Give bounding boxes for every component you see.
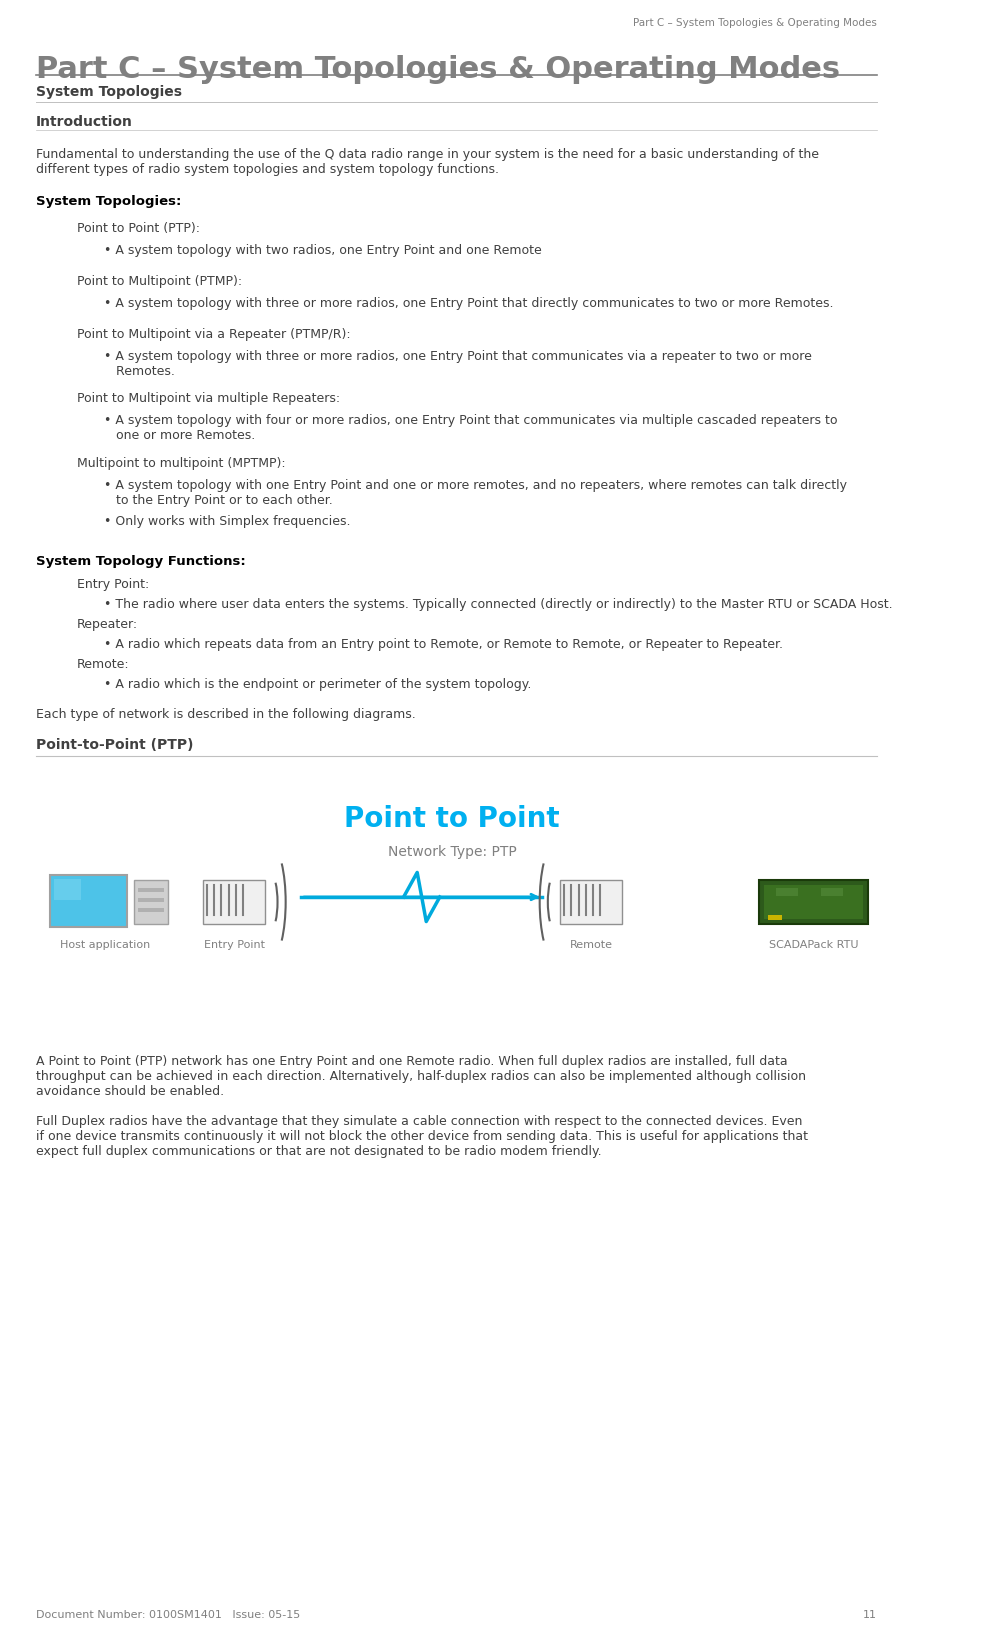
Text: Repeater:: Repeater: bbox=[77, 619, 137, 630]
Text: • A system topology with one Entry Point and one or more remotes, and no repeate: • A system topology with one Entry Point… bbox=[104, 480, 847, 507]
Text: • A system topology with four or more radios, one Entry Point that communicates : • A system topology with four or more ra… bbox=[104, 414, 837, 442]
Text: Multipoint to multipoint (MPTMP):: Multipoint to multipoint (MPTMP): bbox=[77, 457, 285, 470]
Text: Entry Point:: Entry Point: bbox=[77, 578, 148, 591]
Bar bbox=[763, 886, 863, 918]
Text: Point to Point (PTP):: Point to Point (PTP): bbox=[77, 223, 200, 236]
Text: System Topologies: System Topologies bbox=[36, 85, 182, 98]
Text: Point to Multipoint via multiple Repeaters:: Point to Multipoint via multiple Repeate… bbox=[77, 391, 340, 404]
Bar bbox=[820, 887, 843, 895]
Bar bbox=[767, 915, 781, 920]
Text: Point to Multipoint (PTMP):: Point to Multipoint (PTMP): bbox=[77, 275, 242, 288]
Bar bbox=[50, 876, 126, 927]
Text: Each type of network is described in the following diagrams.: Each type of network is described in the… bbox=[36, 707, 415, 720]
Text: A Point to Point (PTP) network has one Entry Point and one Remote radio. When fu: A Point to Point (PTP) network has one E… bbox=[36, 1054, 805, 1098]
Text: Point to Multipoint via a Repeater (PTMP/R):: Point to Multipoint via a Repeater (PTMP… bbox=[77, 327, 350, 340]
Text: 11: 11 bbox=[862, 1611, 876, 1621]
Bar bbox=[560, 881, 621, 923]
Text: System Topologies:: System Topologies: bbox=[36, 195, 182, 208]
Bar bbox=[54, 879, 81, 900]
Text: System Topology Functions:: System Topology Functions: bbox=[36, 555, 246, 568]
Text: Part C – System Topologies & Operating Modes: Part C – System Topologies & Operating M… bbox=[632, 18, 876, 28]
Text: Entry Point: Entry Point bbox=[204, 940, 265, 949]
Bar bbox=[133, 881, 168, 923]
Text: Fundamental to understanding the use of the Q data radio range in your system is: Fundamental to understanding the use of … bbox=[36, 147, 818, 177]
Bar bbox=[138, 909, 163, 912]
Bar bbox=[50, 876, 126, 927]
Text: Document Number: 0100SM1401   Issue: 05-15: Document Number: 0100SM1401 Issue: 05-15 bbox=[36, 1611, 300, 1621]
Bar bbox=[138, 899, 163, 902]
Text: • A radio which is the endpoint or perimeter of the system topology.: • A radio which is the endpoint or perim… bbox=[104, 678, 531, 691]
Bar bbox=[758, 881, 867, 923]
Text: Remote:: Remote: bbox=[77, 658, 129, 671]
Text: Full Duplex radios have the advantage that they simulate a cable connection with: Full Duplex radios have the advantage th… bbox=[36, 1115, 807, 1157]
Bar bbox=[204, 881, 265, 923]
Text: • A system topology with three or more radios, one Entry Point that directly com: • A system topology with three or more r… bbox=[104, 296, 832, 309]
Bar bbox=[775, 887, 797, 895]
Text: • A radio which repeats data from an Entry point to Remote, or Remote to Remote,: • A radio which repeats data from an Ent… bbox=[104, 638, 782, 652]
Text: Point-to-Point (PTP): Point-to-Point (PTP) bbox=[36, 738, 194, 751]
Text: Point to Point: Point to Point bbox=[344, 805, 560, 833]
Text: • A system topology with three or more radios, one Entry Point that communicates: • A system topology with three or more r… bbox=[104, 350, 811, 378]
Bar bbox=[138, 887, 163, 892]
Text: • Only works with Simplex frequencies.: • Only works with Simplex frequencies. bbox=[104, 516, 350, 529]
Text: • A system topology with two radios, one Entry Point and one Remote: • A system topology with two radios, one… bbox=[104, 244, 542, 257]
Text: Host application: Host application bbox=[60, 940, 150, 949]
Text: • The radio where user data enters the systems. Typically connected (directly or: • The radio where user data enters the s… bbox=[104, 598, 892, 611]
Text: Introduction: Introduction bbox=[36, 115, 133, 129]
Text: Part C – System Topologies & Operating Modes: Part C – System Topologies & Operating M… bbox=[36, 56, 840, 83]
Text: Network Type: PTP: Network Type: PTP bbox=[387, 845, 516, 859]
Text: SCADAPack RTU: SCADAPack RTU bbox=[768, 940, 858, 949]
Text: Remote: Remote bbox=[569, 940, 612, 949]
